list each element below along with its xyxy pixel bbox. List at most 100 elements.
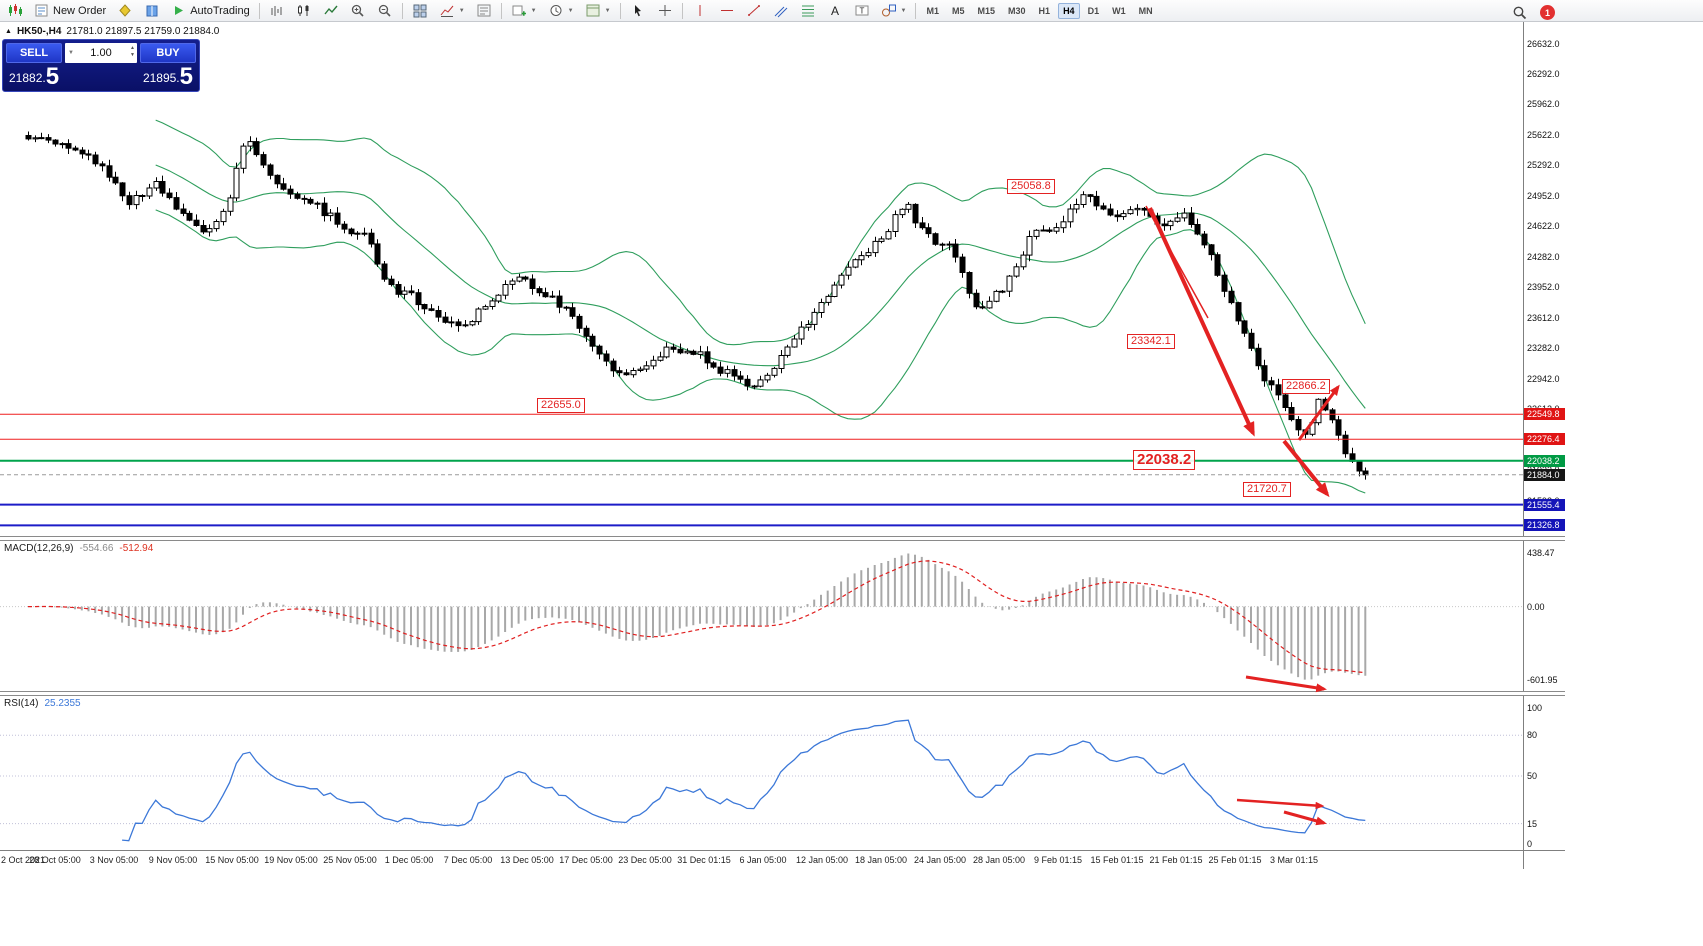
templates-icon[interactable]: ▼ <box>580 1 616 20</box>
zoom-in-icon[interactable] <box>345 1 371 20</box>
buy-button[interactable]: BUY <box>140 43 196 63</box>
price-tick: 26292.0 <box>1527 69 1560 79</box>
macd-signal-line <box>28 560 1366 674</box>
time-tick-label: 15 Feb 01:15 <box>1090 855 1144 865</box>
time-tick-label: 7 Dec 05:00 <box>443 855 493 865</box>
dropdown-caret-icon[interactable]: ▼ <box>567 7 574 14</box>
rsi-value: 25.2355 <box>44 698 81 709</box>
market-watch-icon[interactable] <box>139 1 165 20</box>
timeframe-m5-button[interactable]: M5 <box>952 5 965 16</box>
price-annotation[interactable]: 22655.0 <box>537 398 585 413</box>
macd-axis-value: 438.47 <box>1527 548 1555 558</box>
candles-glyph <box>296 3 312 18</box>
macd-name: MACD(12,26,9) <box>4 543 74 554</box>
timeframe-mn-button[interactable]: MN <box>1138 5 1153 16</box>
toolbar-separator <box>619 2 621 19</box>
timeframe-w1-button[interactable]: W1 <box>1112 5 1126 16</box>
dropdown-caret-icon[interactable]: ▼ <box>604 7 611 14</box>
spin-up-icon[interactable]: ▲ <box>130 45 135 51</box>
new-order-button[interactable]: New Order <box>29 1 111 20</box>
price-annotation[interactable]: 25058.8 <box>1007 179 1055 194</box>
panel-splitter[interactable] <box>0 536 1565 541</box>
price-annotation[interactable]: 22038.2 <box>1133 450 1196 470</box>
search-icon[interactable] <box>1510 3 1530 22</box>
toolbar-separator <box>401 2 403 19</box>
line-chart-mode-icon[interactable] <box>318 1 344 20</box>
price-tick: 24622.0 <box>1527 221 1560 231</box>
zoom-out-icon[interactable] <box>372 1 398 20</box>
zoomin-glyph <box>350 3 366 18</box>
time-axis[interactable]: 2 Oct 2021 28 Oct 05:00 3 Nov 05:00 9 Nov 0… <box>0 850 1523 869</box>
trendline-icon[interactable] <box>741 1 767 20</box>
svg-text:T: T <box>859 7 864 16</box>
timeframe-d1-button[interactable]: D1 <box>1087 5 1100 16</box>
price-tick: 23282.0 <box>1527 343 1560 353</box>
main-toolbar: New Order AutoTrading ▼ ▼ ▼ ▼ A T ▼ M1 M5 M15 M30 H1 H… <box>0 0 1703 22</box>
macd-panel[interactable]: MACD(12,26,9) -554.66 -512.94 <box>0 541 1523 691</box>
chart-title: ▲ HK50-,H4 21781.0 21897.5 21759.0 21884… <box>5 26 219 37</box>
rsi-panel[interactable]: RSI(14) 25.2355 <box>0 696 1523 850</box>
toolbar-separator <box>681 2 683 19</box>
time-tick-label: 24 Jan 05:00 <box>913 855 967 865</box>
buy-price-main: 21895. <box>142 71 180 85</box>
arrows-shapes-icon[interactable]: ▼ <box>876 1 912 20</box>
horizontal-level-lines[interactable] <box>0 413 1523 527</box>
text-label-icon[interactable]: T <box>849 1 875 20</box>
horizontal-line-icon[interactable] <box>714 1 740 20</box>
new-chart-icon[interactable]: ▼ <box>506 1 542 20</box>
price-axis[interactable]: 26632.0 26292.0 25962.0 25622.0 25292.0 24952… <box>1523 22 1565 536</box>
volume-spinner[interactable]: ▲ ▼ <box>130 45 135 59</box>
channel-icon[interactable] <box>768 1 794 20</box>
periods-icon[interactable]: ▼ <box>543 1 579 20</box>
level-price-label: 22549.8 <box>1524 408 1565 420</box>
dropdown-caret-icon[interactable]: ▼ <box>900 7 907 14</box>
shapes-glyph <box>881 3 897 18</box>
axis-corner <box>1523 850 1565 869</box>
chart-shortcut-icon[interactable] <box>2 1 28 20</box>
collapse-icon[interactable]: ▲ <box>5 27 12 35</box>
text-icon[interactable]: A <box>822 1 848 20</box>
panel-splitter-2[interactable] <box>0 691 1565 696</box>
price-annotation[interactable]: 22866.2 <box>1282 379 1330 394</box>
svg-text:A: A <box>831 4 839 18</box>
dropdown-caret-icon[interactable]: ▼ <box>530 7 537 14</box>
new-order-button-label: New Order <box>53 4 107 17</box>
volume-input[interactable]: ▼ 1.00 ▲ ▼ <box>65 43 137 63</box>
crosshair-icon[interactable] <box>652 1 678 20</box>
timeframe-h1-button[interactable]: H1 <box>1038 5 1051 16</box>
tile-windows-icon[interactable] <box>407 1 433 20</box>
volume-dropdown-icon[interactable]: ▼ <box>68 50 74 56</box>
time-tick-label: 25 Feb 01:15 <box>1208 855 1262 865</box>
time-tick-label: 18 Jan 05:00 <box>854 855 908 865</box>
cursor-icon[interactable] <box>625 1 651 20</box>
notification-badge[interactable]: 1 <box>1540 5 1555 20</box>
rsi-line <box>122 719 1366 842</box>
linechart-glyph <box>323 3 339 18</box>
timeframe-m30-button[interactable]: M30 <box>1008 5 1026 16</box>
time-tick-label: 12 Jan 05:00 <box>795 855 849 865</box>
autotrading-button[interactable]: AutoTrading <box>166 1 255 20</box>
indicators-icon[interactable]: ▼ <box>434 1 470 20</box>
price-annotation[interactable]: 23342.1 <box>1127 334 1175 349</box>
cursor-glyph <box>630 3 646 18</box>
bar-chart-mode-icon[interactable] <box>264 1 290 20</box>
spin-down-icon[interactable]: ▼ <box>130 52 135 58</box>
vertical-line-icon[interactable] <box>687 1 713 20</box>
main-chart-area[interactable]: ▲ HK50-,H4 21781.0 21897.5 21759.0 21884… <box>0 22 1523 536</box>
dropdown-caret-icon[interactable]: ▼ <box>458 7 465 14</box>
ohlc-values: 21781.0 21897.5 21759.0 21884.0 <box>66 26 220 37</box>
price-tick: 24282.0 <box>1527 252 1560 262</box>
timeframe-m1-button[interactable]: M1 <box>926 5 939 16</box>
candlestick-mode-icon[interactable] <box>291 1 317 20</box>
sell-price-big-digit: 5 <box>45 63 60 90</box>
time-tick-label: 23 Dec 05:00 <box>618 855 672 865</box>
timeframe-m15-button[interactable]: M15 <box>977 5 996 16</box>
price-annotation[interactable]: 21720.7 <box>1243 482 1291 497</box>
price-tick: 25622.0 <box>1527 130 1560 140</box>
labelT-glyph: T <box>854 3 870 18</box>
metaeditor-icon[interactable] <box>112 1 138 20</box>
navigator-icon[interactable] <box>471 1 497 20</box>
sell-button[interactable]: SELL <box>6 43 62 63</box>
timeframe-h4-button[interactable]: H4 <box>1058 2 1080 19</box>
fibonacci-icon[interactable] <box>795 1 821 20</box>
